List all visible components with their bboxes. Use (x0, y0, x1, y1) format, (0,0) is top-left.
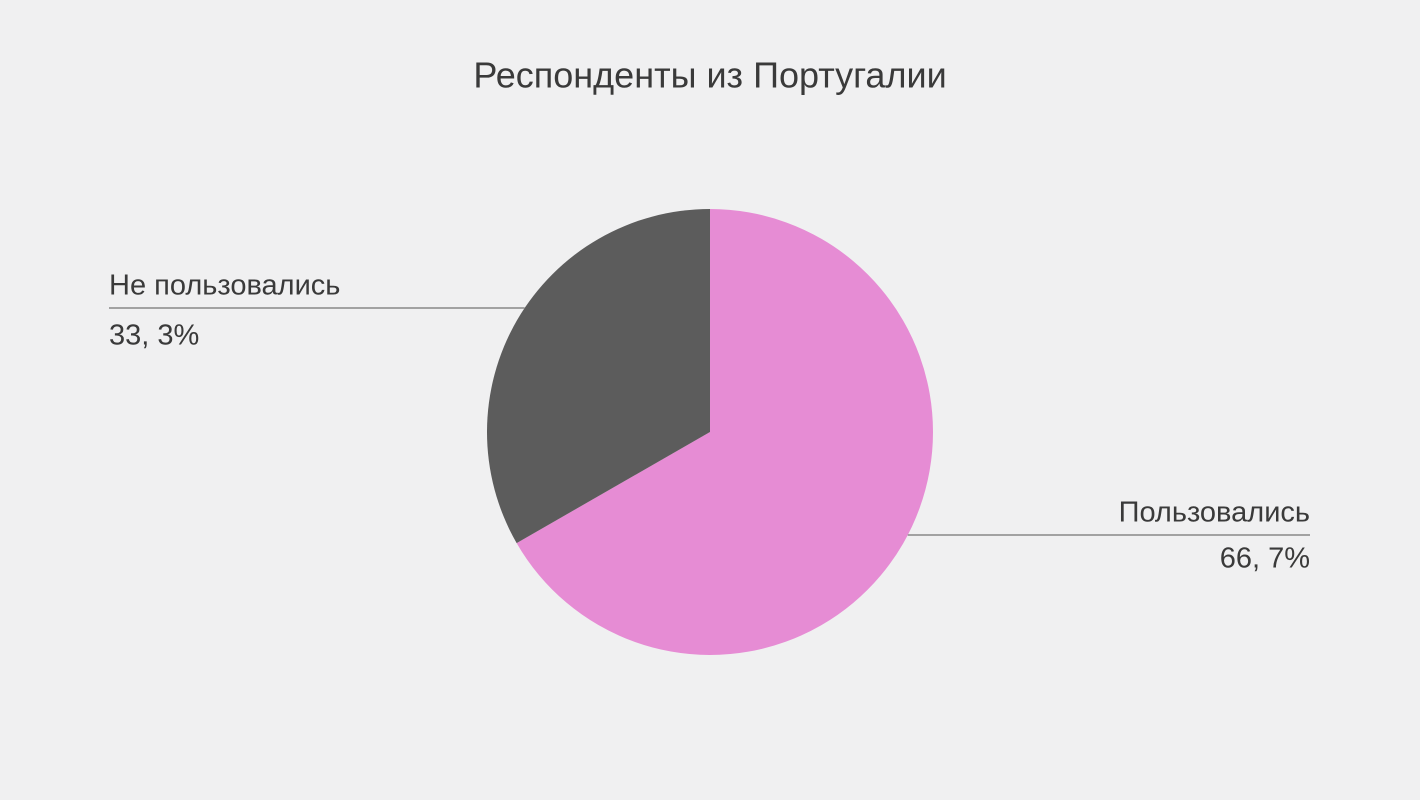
slice-label: Не пользовались (109, 270, 340, 302)
value-label: 66, 7% (1220, 543, 1310, 575)
pie-slice (516, 209, 934, 656)
pie-slice (487, 209, 710, 544)
slice-label: Пользовались (1119, 497, 1310, 529)
chart-title: Респонденты из Португалии (473, 55, 946, 96)
value-label: 33, 3% (109, 320, 199, 352)
